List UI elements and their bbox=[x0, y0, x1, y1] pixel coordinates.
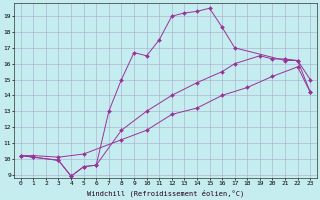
X-axis label: Windchill (Refroidissement éolien,°C): Windchill (Refroidissement éolien,°C) bbox=[87, 189, 244, 197]
